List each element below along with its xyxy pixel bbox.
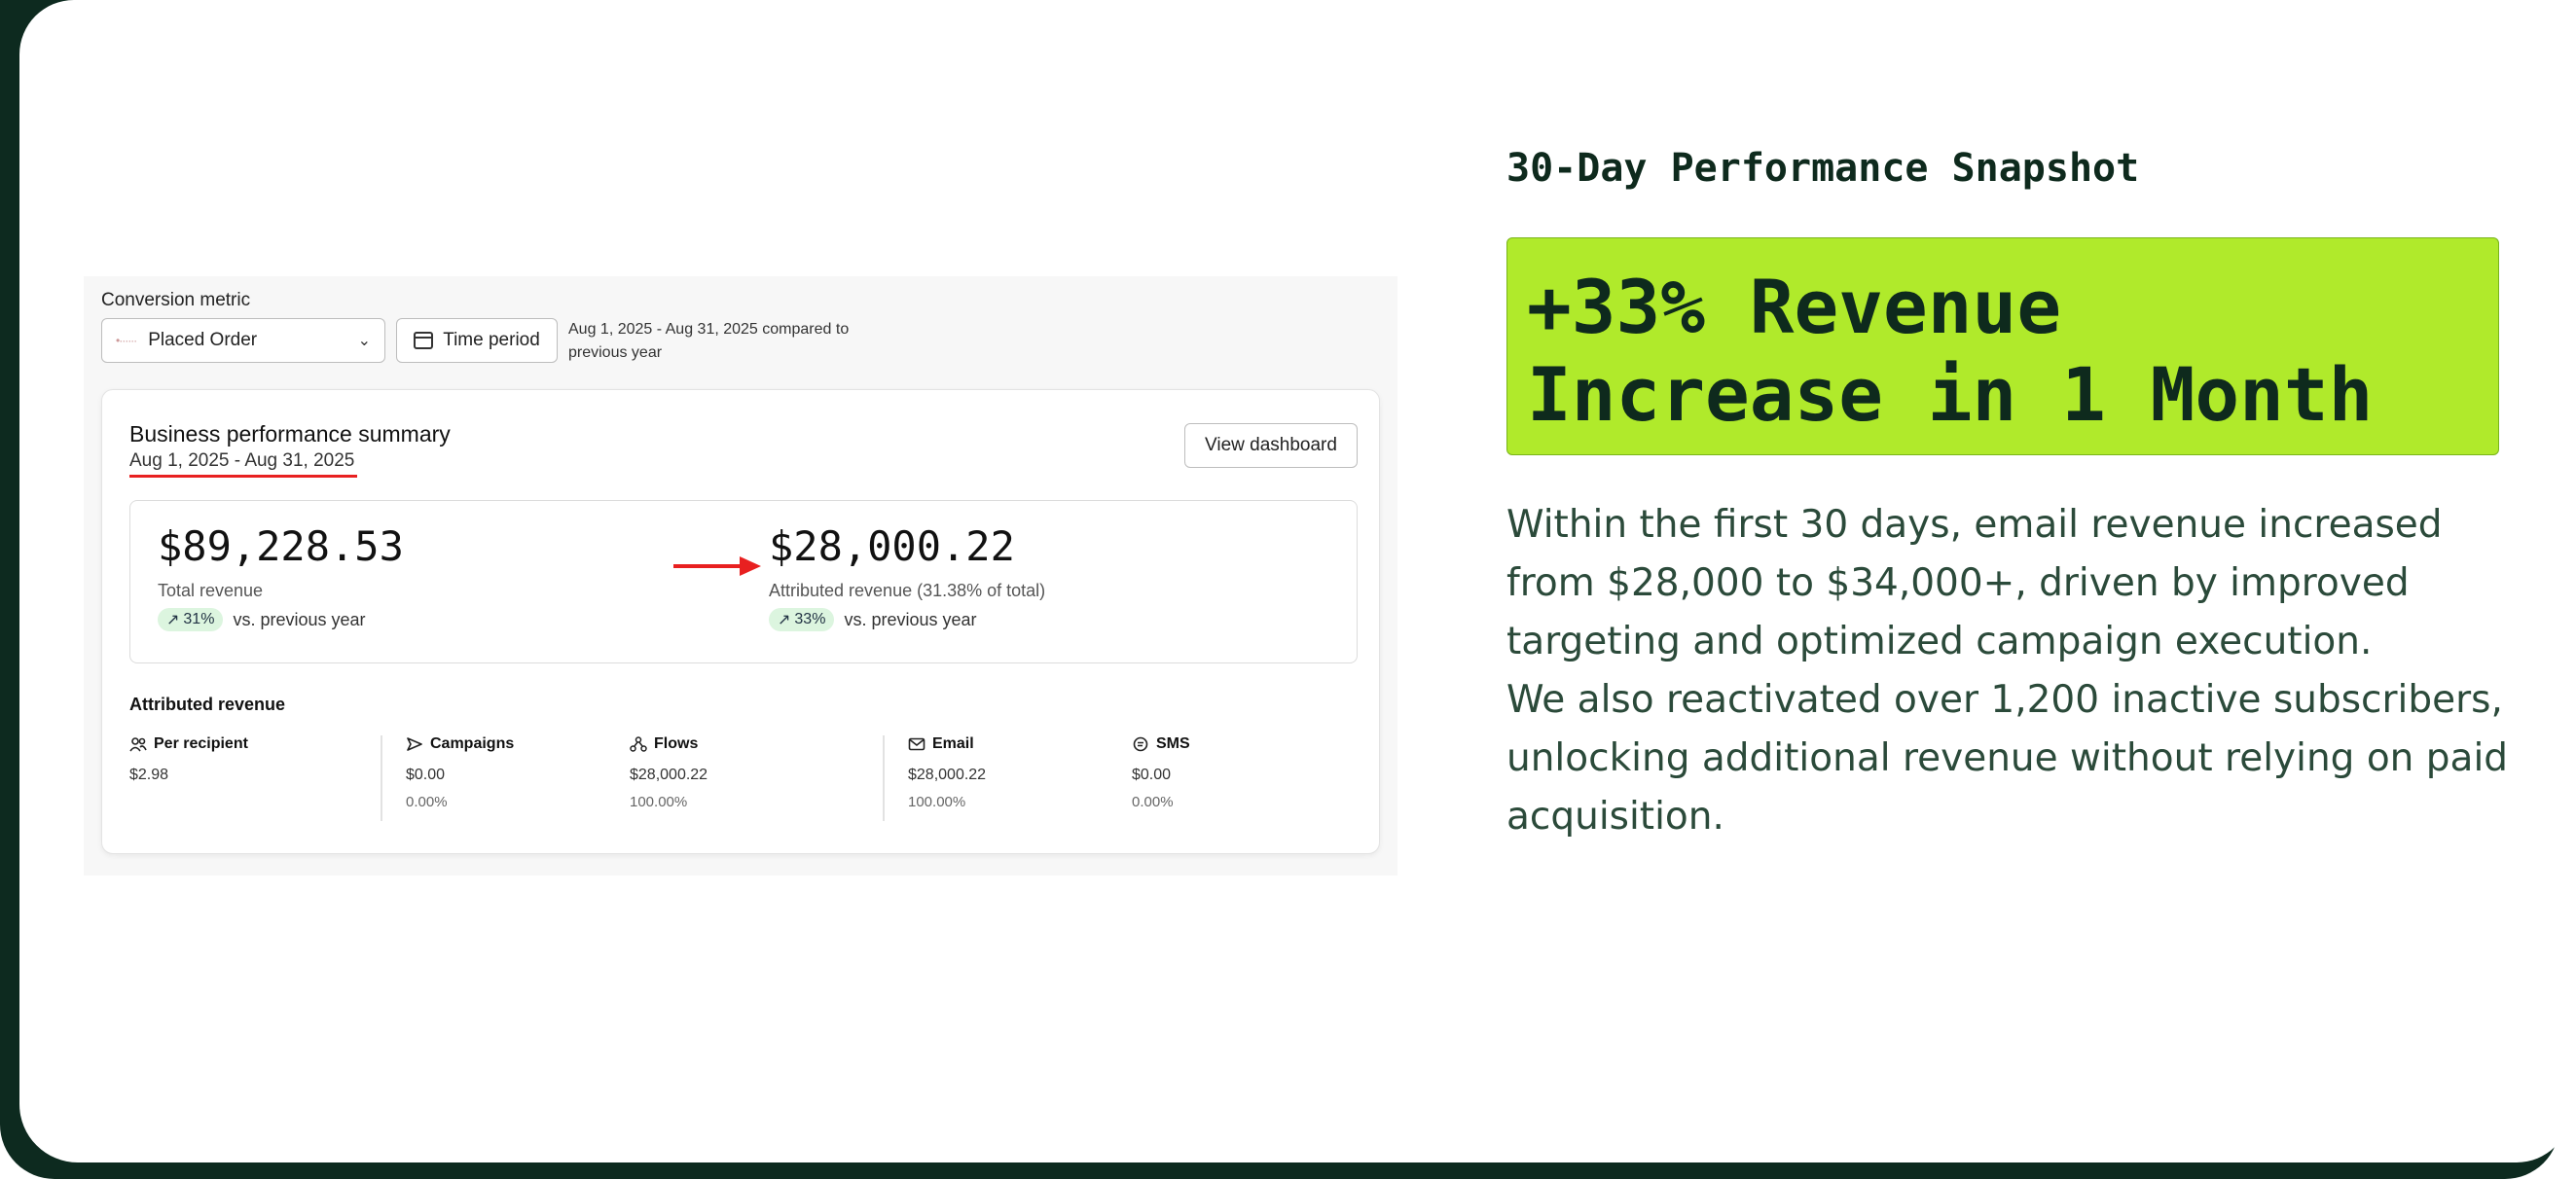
- metric-value: $2.98: [129, 767, 169, 783]
- attributed-revenue-label: Attributed revenue (31.38% of total): [769, 581, 1046, 600]
- conversion-metric-select[interactable]: •······ Placed Order ⌄: [101, 318, 385, 363]
- divider: [381, 735, 382, 821]
- metric-percent: 100.00%: [630, 794, 688, 810]
- flows-icon: [630, 736, 647, 752]
- send-icon: [407, 737, 422, 751]
- metric-email: Email $28,000.22 100.00%: [908, 735, 986, 810]
- metric-label: SMS: [1156, 735, 1190, 752]
- time-period-label: Time period: [443, 330, 540, 350]
- red-arrow-icon: [673, 556, 761, 576]
- trend-up-icon: ↗: [166, 612, 180, 628]
- summary-date-range: Aug 1, 2025 - Aug 31, 2025: [129, 450, 355, 471]
- metric-per-recipient: Per recipient $2.98: [129, 735, 248, 784]
- metric-label: Per recipient: [154, 735, 248, 752]
- metric-source-icon: •······: [116, 334, 137, 347]
- metric-sms: SMS $0.00 0.00%: [1132, 735, 1190, 810]
- body-line: unlocking additional revenue without rel…: [1506, 736, 2509, 780]
- revenue-box: $89,228.53 Total revenue ↗ 31% vs. previ…: [129, 500, 1358, 663]
- metric-label: Flows: [654, 735, 699, 752]
- summary-title: Business performance summary: [129, 421, 451, 447]
- metric-campaigns: Campaigns $0.00 0.00%: [406, 735, 514, 810]
- conversion-metric-value: Placed Order: [148, 330, 258, 350]
- total-revenue-trend: ↗ 31% vs. previous year: [158, 608, 366, 631]
- metric-percent: 0.00%: [1132, 794, 1174, 810]
- view-dashboard-button[interactable]: View dashboard: [1184, 423, 1358, 468]
- metric-value: $28,000.22: [630, 767, 708, 783]
- trend-comparison: vs. previous year: [233, 609, 366, 629]
- metric-percent: 0.00%: [406, 794, 448, 810]
- body-paragraph: Within the first 30 days, email revenue …: [1506, 496, 2509, 846]
- performance-summary-card: Business performance summary Aug 1, 2025…: [101, 389, 1380, 854]
- trend-badge: ↗ 33%: [769, 608, 835, 631]
- metric-value: $0.00: [406, 767, 446, 783]
- trend-badge: ↗ 31%: [158, 608, 224, 631]
- conversion-metric-label: Conversion metric: [101, 290, 251, 310]
- snapshot-title: 30-Day Performance Snapshot: [1506, 146, 2140, 191]
- metric-value: $0.00: [1132, 767, 1172, 783]
- metric-label: Email: [932, 735, 974, 752]
- body-line: acquisition.: [1506, 795, 1724, 839]
- body-line: Within the first 30 days, email revenue …: [1506, 503, 2443, 547]
- divider: [883, 735, 885, 821]
- metric-label: Campaigns: [430, 735, 515, 752]
- time-period-button[interactable]: Time period: [396, 318, 558, 363]
- mail-icon: [908, 737, 925, 751]
- headline-highlight-box: +33% Revenue Increase in 1 Month: [1506, 237, 2499, 455]
- metric-flows: Flows $28,000.22 100.00%: [630, 735, 707, 810]
- calendar-icon: [414, 332, 434, 349]
- trend-up-icon: ↗: [778, 612, 791, 628]
- date-highlight-underline: [129, 475, 357, 478]
- attributed-revenue-value: $28,000.22: [769, 522, 1015, 570]
- attributed-revenue-title: Attributed revenue: [129, 695, 286, 714]
- period-comparison-text: Aug 1, 2025 - Aug 31, 2025 compared to p…: [568, 321, 850, 361]
- metric-percent: 100.00%: [908, 794, 966, 810]
- sms-icon: [1133, 736, 1148, 752]
- chevron-down-icon: ⌄: [357, 333, 371, 349]
- body-line: targeting and optimized campaign executi…: [1506, 620, 2373, 663]
- trend-value: 31%: [183, 611, 215, 627]
- metric-value: $28,000.22: [908, 767, 987, 783]
- users-icon: [129, 737, 147, 752]
- total-revenue-label: Total revenue: [158, 581, 264, 600]
- body-line: We also reactivated over 1,200 inactive …: [1506, 678, 2503, 722]
- dashboard-screenshot: Conversion metric •······ Placed Order ⌄…: [84, 276, 1397, 876]
- total-revenue-value: $89,228.53: [158, 522, 404, 570]
- body-line: from $28,000 to $34,000+, driven by impr…: [1506, 561, 2410, 605]
- headline: +33% Revenue Increase in 1 Month: [1527, 264, 2374, 438]
- trend-value: 33%: [794, 611, 826, 627]
- attributed-revenue-trend: ↗ 33% vs. previous year: [769, 608, 977, 631]
- trend-comparison: vs. previous year: [844, 609, 977, 629]
